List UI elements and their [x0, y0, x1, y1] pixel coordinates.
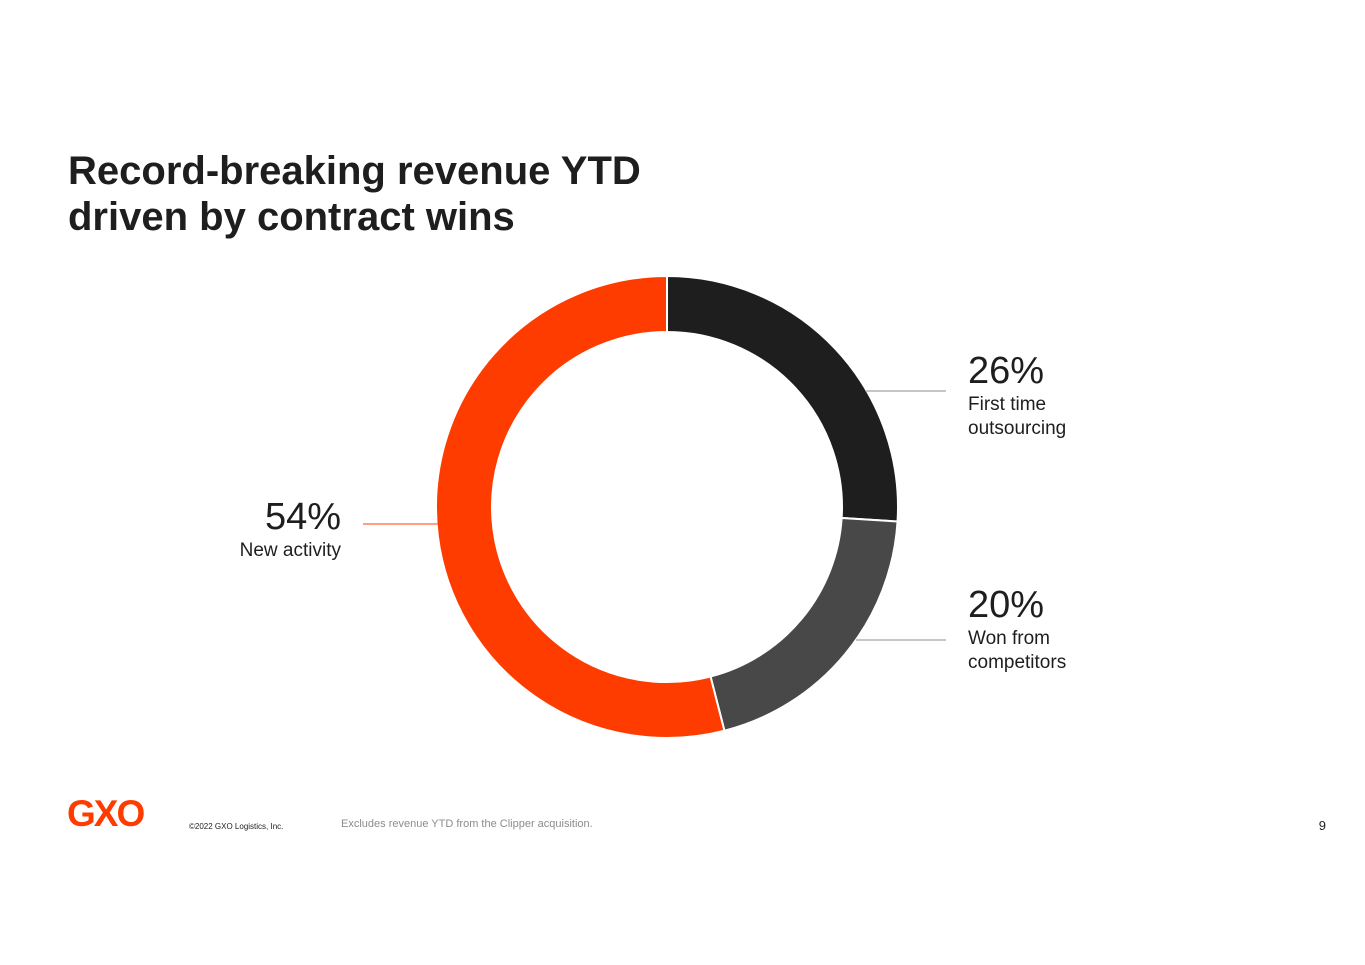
title-line-1: Record-breaking revenue YTD — [68, 149, 641, 193]
donut-slice — [666, 274, 899, 523]
gxo-logo: GXO — [67, 793, 145, 834]
copyright-text: ©2022 GXO Logistics, Inc. — [189, 822, 284, 831]
slice-value-label: 20% — [968, 584, 1044, 626]
slice-category-label: competitors — [968, 652, 1066, 673]
slice-category-label: outsourcing — [968, 418, 1066, 439]
donut-slice — [435, 274, 726, 739]
slice-value-label: 26% — [968, 350, 1044, 392]
slice-category-label: Won from — [968, 628, 1050, 649]
slice-category-label: First time — [968, 394, 1046, 415]
title-line-2: driven by contract wins — [68, 195, 515, 239]
footnote: Excludes revenue YTD from the Clipper ac… — [341, 818, 593, 830]
slice-category-label: New activity — [240, 540, 342, 561]
slice-value-label: 54% — [265, 496, 341, 538]
page-number: 9 — [1318, 818, 1326, 833]
donut-slice — [709, 516, 899, 732]
page-title: Record-breaking revenue YTD driven by co… — [68, 148, 641, 240]
